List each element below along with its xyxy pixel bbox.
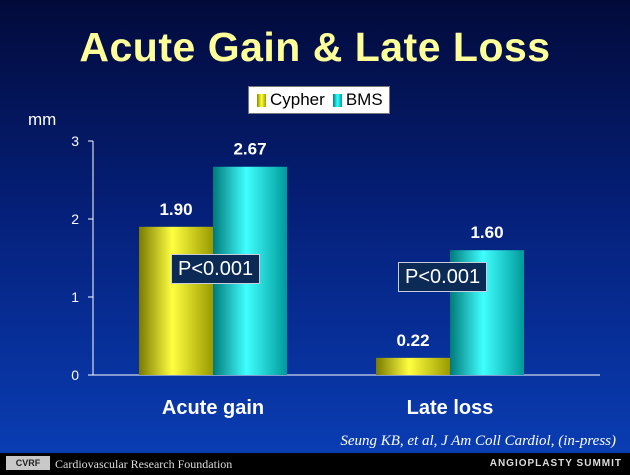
category-label: Acute gain	[162, 397, 264, 419]
organization-name: Cardiovascular Research Foundation	[55, 457, 233, 471]
bar-cypher	[376, 357, 450, 375]
legend-swatch-bms	[332, 93, 342, 107]
citation: Seung KB, et al, J Am Coll Cardiol, (in-…	[340, 433, 616, 449]
summit-name: ANGIOPLASTY SUMMIT	[489, 458, 622, 469]
p-value-acute-gain: P<0.001	[171, 254, 261, 284]
legend-swatch-cypher	[257, 93, 266, 107]
footer-bar: CVRF Cardiovascular Research Foundation …	[0, 453, 630, 475]
p-value-late-loss: P<0.001	[398, 262, 488, 292]
category-label: Late loss	[407, 397, 494, 419]
y-tick-label: 2	[71, 211, 79, 227]
data-label-cypher: 0.22	[396, 331, 429, 350]
data-label-cypher: 1.90	[159, 200, 192, 219]
cvrf-logo: CVRF	[6, 456, 50, 470]
y-tick-label: 3	[71, 133, 79, 149]
data-label-bms: 1.60	[470, 223, 503, 242]
chart-legend: Cypher BMS	[248, 86, 390, 114]
y-axis-unit: mm	[28, 110, 57, 129]
legend-label-bms: BMS	[345, 90, 383, 109]
y-tick-label: 1	[71, 289, 79, 305]
y-tick-label: 0	[71, 367, 79, 383]
data-label-bms: 2.67	[233, 140, 266, 159]
legend-label-cypher: Cypher	[270, 90, 325, 109]
bar-cypher	[139, 226, 213, 375]
page-title: Acute Gain & Late Loss	[79, 24, 551, 70]
